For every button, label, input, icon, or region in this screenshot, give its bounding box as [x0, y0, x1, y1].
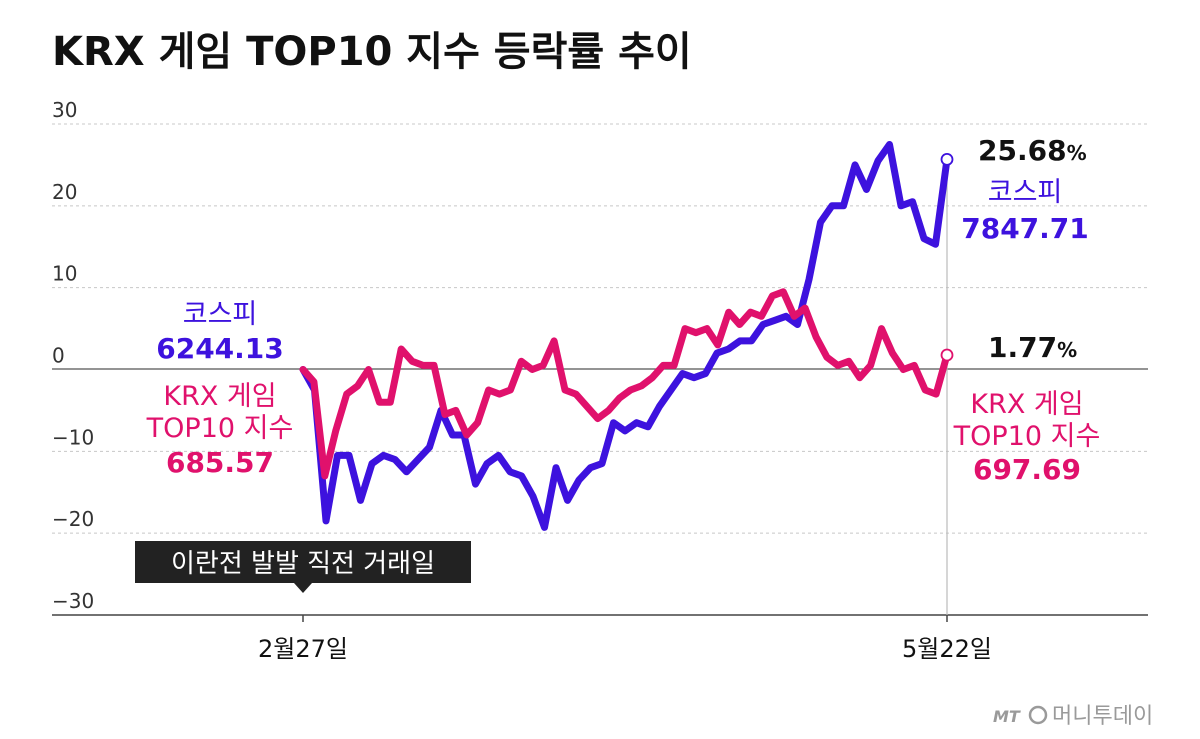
krx-start-name-line2: TOP10 지수 — [146, 413, 294, 444]
krx-end-pct: 1.77% — [988, 331, 1077, 364]
kospi-end-name: 코스피 — [988, 177, 1063, 208]
y-tick-label: −20 — [52, 507, 94, 531]
watermark-logo-icon — [1028, 705, 1048, 725]
kospi-start-value: 6244.13 — [156, 332, 284, 365]
x-tick-label-end: 5월22일 — [902, 635, 992, 663]
end-point-kospi — [940, 152, 954, 166]
y-tick-label: 20 — [52, 180, 77, 204]
y-tick-label: 0 — [52, 344, 65, 368]
krx-end-name-line1: KRX 게임 — [970, 389, 1083, 420]
annotation-callout: 이란전 발발 직전 거래일 — [135, 541, 471, 593]
krx-start-name-line1: KRX 게임 — [163, 381, 276, 412]
watermark-mark: MT — [993, 707, 1021, 726]
series-line-kospi — [299, 141, 951, 531]
watermark-text: 머니투데이 — [1052, 704, 1153, 729]
publisher-watermark: MT 머니투데이 — [993, 704, 1153, 729]
krx-start-value: 685.57 — [166, 446, 274, 479]
krx-end-value: 697.69 — [973, 453, 1081, 486]
gridlines — [52, 123, 1148, 534]
annotation-text: 이란전 발발 직전 거래일 — [171, 549, 435, 579]
kospi-end-pct: 25.68% — [978, 134, 1087, 167]
y-tick-label: 10 — [52, 262, 77, 286]
kospi-end-value: 7847.71 — [961, 212, 1089, 245]
y-tick-label: −30 — [52, 589, 94, 613]
kospi-start-name: 코스피 — [183, 299, 258, 330]
annotation-box — [135, 541, 471, 583]
y-tick-label: −10 — [52, 425, 94, 449]
end-point-krx-game — [940, 348, 954, 362]
chart-title: KRX 게임 TOP10 지수 등락률 추이 — [52, 29, 692, 75]
series-line-krx-game — [299, 288, 951, 480]
x-tick-label-start: 2월27일 — [258, 635, 348, 663]
y-axis-ticks: 30 20 10 0 −10 −20 −30 — [52, 98, 94, 613]
y-tick-label: 30 — [52, 98, 77, 122]
annotation-pointer — [294, 583, 312, 593]
krx-end-name-line2: TOP10 지수 — [953, 421, 1101, 452]
